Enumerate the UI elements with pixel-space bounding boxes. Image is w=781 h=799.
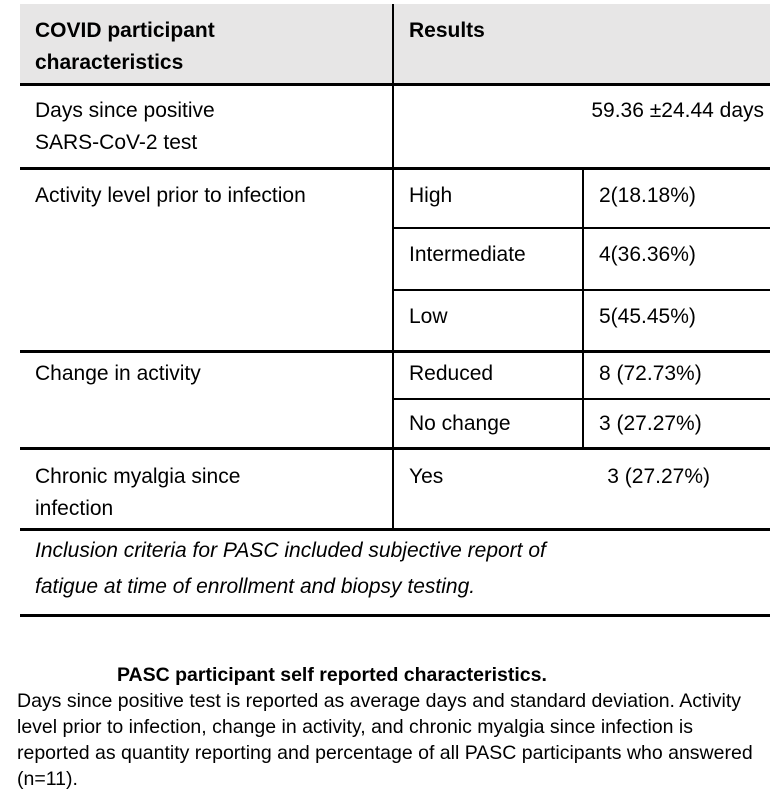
activity-intermediate-level: Intermediate: [393, 228, 584, 291]
row-activity-intermediate: Intermediate 4(36.36%): [20, 228, 771, 291]
myalgia-results-cell: Yes 3 (27.27%): [393, 448, 771, 531]
myalgia-label-line1: Chronic myalgia since: [35, 464, 241, 488]
row-days-since-test: Days since positive SARS-CoV-2 test 59.3…: [20, 84, 771, 170]
row-chronic-myalgia: Chronic myalgia since infection Yes 3 (2…: [20, 448, 771, 531]
row-activity-high: Activity level prior to infection High 2…: [20, 168, 771, 353]
activity-low-level: Low: [393, 290, 584, 353]
days-label-cell: Days since positive SARS-CoV-2 test: [20, 84, 394, 170]
header-characteristics-line1: COVID participant: [35, 19, 215, 42]
row-activity-low: Low 5(45.45%): [20, 290, 771, 353]
activity-high-level: High: [393, 168, 584, 229]
header-characteristics-line2: characteristics: [35, 51, 184, 74]
row-change-reduced: Change in activity Reduced 8 (72.73%): [20, 351, 771, 450]
myalgia-level: Yes: [409, 464, 444, 488]
activity-high-count: 2(18.18%): [583, 168, 771, 229]
table-caption: PASC participant self reported character…: [17, 662, 771, 792]
inclusion-note-line2: fatigue at time of enrollment and biopsy…: [35, 574, 476, 598]
header-cell-characteristics: COVID participant characteristics: [20, 4, 394, 86]
row-inclusion-note: Inclusion criteria for PASC included sub…: [20, 529, 771, 617]
myalgia-results-content: Yes 3 (27.27%): [409, 461, 762, 493]
caption-title: PASC participant self reported character…: [117, 663, 547, 686]
inclusion-note-line1: Inclusion criteria for PASC included sub…: [35, 538, 546, 562]
header-cell-results: Results: [393, 4, 771, 86]
days-label-line1: Days since positive: [35, 98, 215, 122]
activity-intermediate-count: 4(36.36%): [583, 228, 771, 291]
days-label-line2: SARS-CoV-2 test: [35, 130, 198, 154]
myalgia-count: 3 (27.27%): [607, 464, 711, 488]
change-nochange-count: 3 (27.27%): [583, 399, 771, 450]
change-label-cell: Change in activity: [20, 351, 394, 450]
activity-label-cell: Activity level prior to infection: [20, 168, 394, 353]
pasc-characteristics-table: COVID participant characteristics Result…: [20, 4, 771, 617]
change-reduced-level: Reduced: [393, 351, 584, 400]
myalgia-label-line2: infection: [35, 496, 114, 520]
header-row: COVID participant characteristics Result…: [20, 4, 771, 86]
myalgia-label-cell: Chronic myalgia since infection: [20, 448, 394, 531]
inclusion-note-cell: Inclusion criteria for PASC included sub…: [20, 529, 771, 617]
row-change-nochange: No change 3 (27.27%): [20, 399, 771, 450]
change-reduced-count: 8 (72.73%): [583, 351, 771, 400]
days-value-cell: 59.36 ±24.44 days: [393, 84, 771, 170]
activity-low-count: 5(45.45%): [583, 290, 771, 353]
caption-body: Days since positive test is reported as …: [17, 689, 753, 790]
change-nochange-level: No change: [393, 399, 584, 450]
